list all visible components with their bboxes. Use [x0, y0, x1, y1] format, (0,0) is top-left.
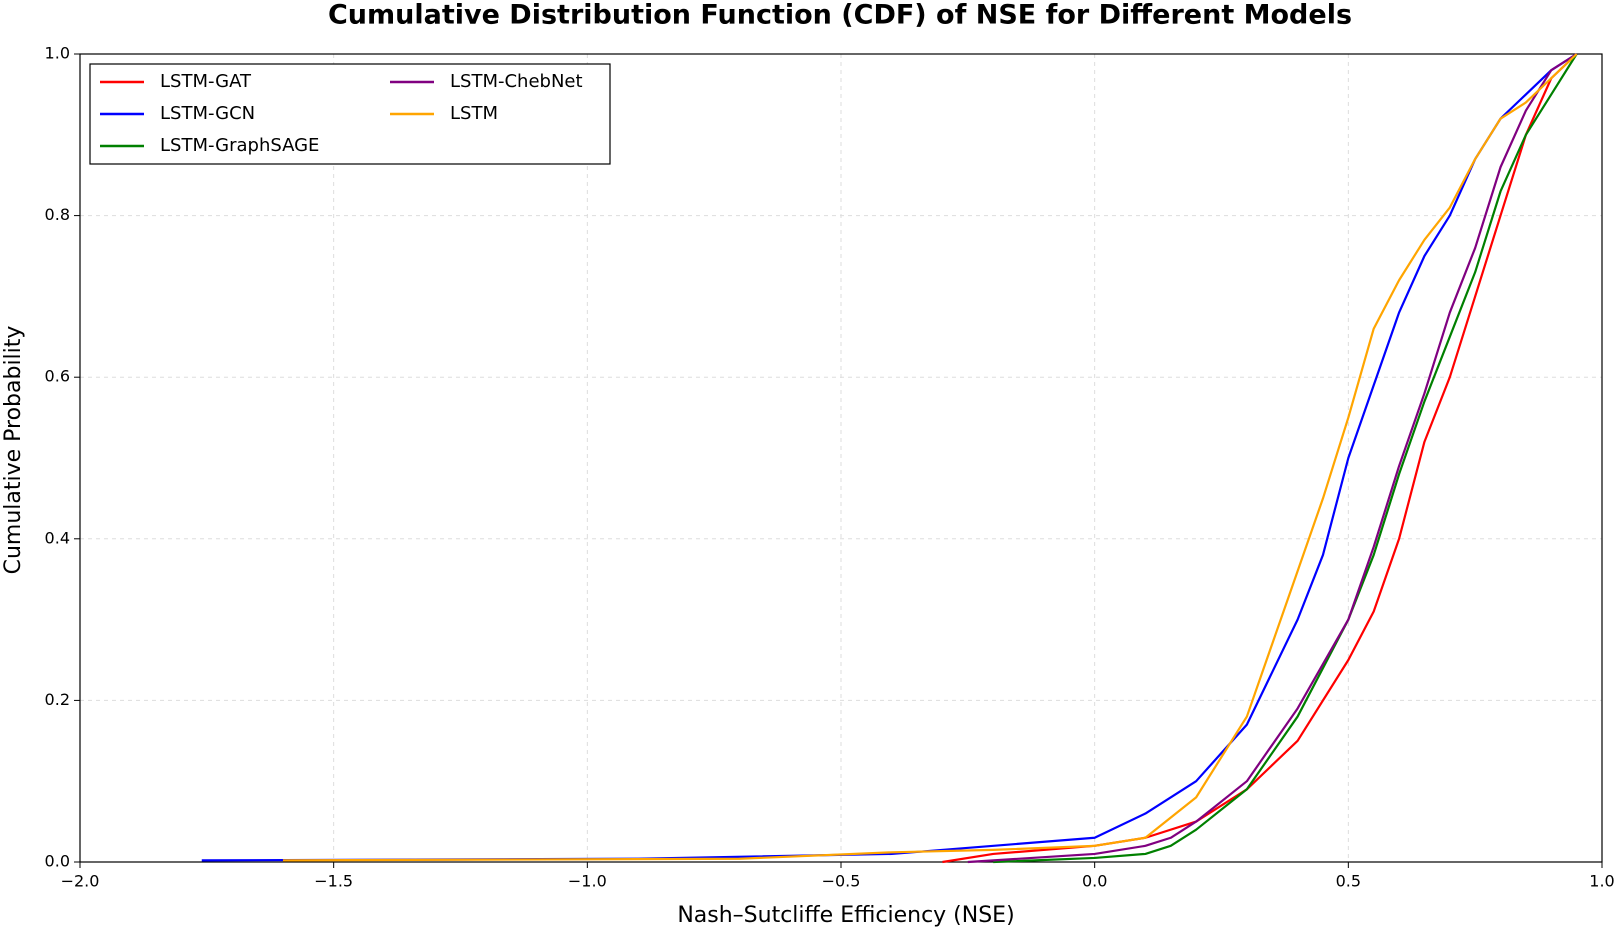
- legend-label: LSTM-GraphSAGE: [160, 135, 319, 156]
- cdf-line: [282, 53, 1578, 862]
- x-tick-label: −1.0: [568, 872, 607, 891]
- legend-label: LSTM-ChebNet: [450, 71, 583, 92]
- legend-label: LSTM-GCN: [160, 103, 255, 124]
- legend-label: LSTM: [450, 103, 498, 124]
- x-tick-label: −2.0: [61, 872, 100, 891]
- y-tick-label: 1.0: [45, 44, 70, 63]
- x-axis-label: Nash–Sutcliffe Efficiency (NSE): [677, 903, 1014, 928]
- chart-title: Cumulative Distribution Function (CDF) o…: [328, 0, 1352, 31]
- x-tick-label: −1.5: [314, 872, 353, 891]
- x-tick-label: 0.0: [1082, 872, 1107, 891]
- cdf-line: [993, 53, 1578, 864]
- y-tick-label: 0.2: [45, 690, 70, 709]
- cdf-line: [942, 53, 1578, 864]
- cdf-line: [201, 53, 1578, 862]
- y-tick-label: 0.0: [45, 852, 70, 871]
- cdf-line: [967, 53, 1578, 864]
- y-axis-label: Cumulative Probability: [1, 326, 26, 575]
- y-tick-label: 0.6: [45, 367, 70, 386]
- x-tick-label: −0.5: [822, 872, 861, 891]
- plot-frame: [79, 53, 1603, 863]
- x-tick-label: 0.5: [1336, 872, 1361, 891]
- legend-box: [89, 63, 611, 165]
- y-tick-label: 0.8: [45, 205, 70, 224]
- y-tick-label: 0.4: [45, 528, 70, 547]
- x-tick-label: 1.0: [1589, 872, 1614, 891]
- legend-label: LSTM-GAT: [160, 71, 252, 92]
